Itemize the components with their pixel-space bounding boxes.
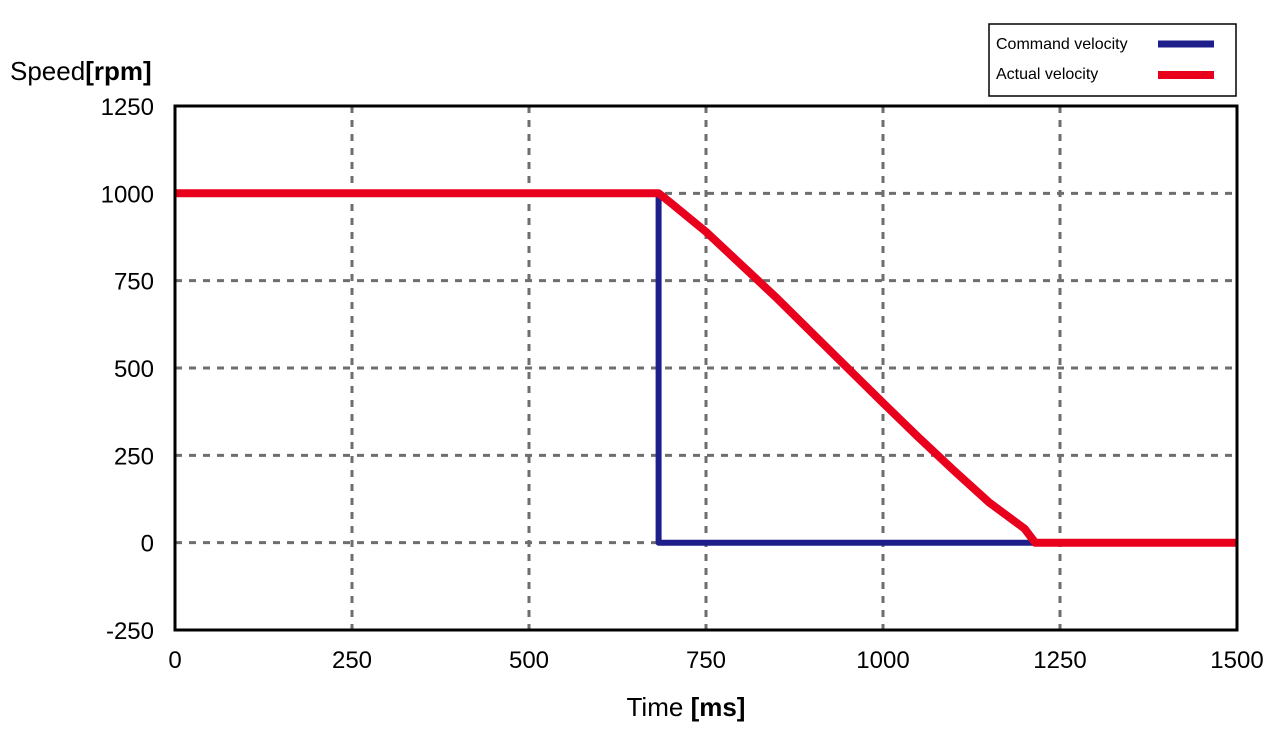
x-axis-label-text: Time bbox=[627, 692, 691, 722]
y-axis-label: Speed[rpm] bbox=[10, 56, 152, 86]
x-tick-label: 750 bbox=[686, 647, 726, 674]
x-axis-label: Time [ms] bbox=[627, 692, 746, 722]
legend-box bbox=[988, 23, 1237, 97]
legend-label-command-velocity: Command velocity bbox=[996, 36, 1128, 53]
y-axis-label-text: Speed bbox=[10, 56, 85, 86]
x-tick-label: 1000 bbox=[856, 647, 909, 674]
x-tick-labels: 0 250 500 750 1000 1250 1500 bbox=[168, 647, 1263, 674]
plot-frame bbox=[173, 104, 1239, 632]
x-tick-label: 1500 bbox=[1210, 647, 1263, 674]
legend-label-actual-velocity: Actual velocity bbox=[996, 66, 1098, 83]
series-line-actual-velocity bbox=[175, 189, 1237, 547]
y-tick-label: 0 bbox=[141, 531, 154, 558]
x-tick-label: 500 bbox=[509, 647, 549, 674]
x-axis-label-unit: [ms] bbox=[691, 692, 746, 722]
x-tick-label: 250 bbox=[332, 647, 372, 674]
y-tick-label: 750 bbox=[114, 269, 154, 296]
y-tick-label: 500 bbox=[114, 356, 154, 383]
grid-lines bbox=[175, 106, 1237, 630]
legend: Command velocity Actual velocity bbox=[988, 23, 1237, 97]
series-group bbox=[175, 189, 1237, 547]
y-tick-label: -250 bbox=[106, 618, 154, 645]
x-tick-label: 0 bbox=[168, 647, 181, 674]
y-tick-label: 250 bbox=[114, 443, 154, 470]
y-axis-label-unit: [rpm] bbox=[85, 56, 151, 86]
y-tick-label: 1250 bbox=[101, 94, 154, 121]
y-tick-label: 1000 bbox=[101, 181, 154, 208]
y-tick-labels: -250 0 250 500 750 1000 1250 bbox=[101, 94, 154, 645]
x-tick-label: 1250 bbox=[1033, 647, 1086, 674]
